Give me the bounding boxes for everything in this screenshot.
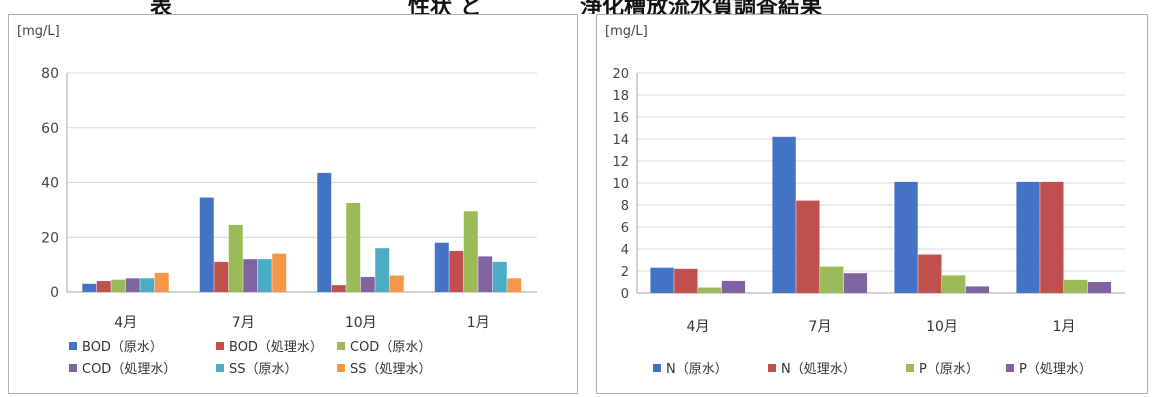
bar xyxy=(492,261,507,292)
y-tick-label: 0 xyxy=(621,287,629,302)
legend-swatch xyxy=(216,364,224,372)
bar xyxy=(463,211,478,292)
bar xyxy=(82,283,97,292)
y-tick-label: 8 xyxy=(621,199,629,214)
bar xyxy=(843,273,868,293)
x-tick-label: 7月 xyxy=(232,315,255,331)
bar xyxy=(820,266,844,293)
bar xyxy=(243,259,258,292)
legend-label: N（処理水） xyxy=(781,362,856,377)
bod-cod-ss-chart: [mg/L] 0 20 40 60 80 4月 7月 10月 1月 BOD（原水） BOD（処理水） C… xyxy=(17,24,537,377)
bar xyxy=(674,268,698,293)
x-tick-label: 7月 xyxy=(809,319,832,335)
y-tick-label: 10 xyxy=(612,177,629,192)
y-tick-label: 40 xyxy=(41,176,59,192)
bar xyxy=(721,280,746,293)
legend-swatch xyxy=(337,364,345,372)
x-tick-label: 10月 xyxy=(926,319,958,335)
bar xyxy=(965,286,990,293)
bar xyxy=(199,197,214,292)
bar xyxy=(257,259,272,292)
bar xyxy=(1087,282,1112,293)
y-tick-label: 14 xyxy=(612,133,629,148)
bar xyxy=(1040,181,1064,293)
bar xyxy=(272,253,287,292)
y-tick-label: 18 xyxy=(612,89,629,104)
y-tick-label: 16 xyxy=(612,111,629,126)
legend-label: P（原水） xyxy=(919,362,979,377)
x-tick-label: 4月 xyxy=(687,319,710,335)
legend-label: SS（処理水） xyxy=(350,362,432,377)
bar xyxy=(346,203,361,292)
bar xyxy=(317,172,332,292)
y-tick-label: 60 xyxy=(41,121,59,137)
legend-label: P（処理水） xyxy=(1019,362,1092,377)
bar xyxy=(96,281,111,292)
bar xyxy=(918,254,942,293)
nitrogen-phosphorus-chart-panel: [mg/L] 0 2 4 6 8 10 12 14 16 18 20 4月 7月 10月 1月 N（原水） N（処… xyxy=(596,14,1148,394)
y-axis-label: [mg/L] xyxy=(605,24,648,39)
bar xyxy=(478,256,493,292)
legend-label: N（原水） xyxy=(666,362,728,377)
legend-swatch xyxy=(69,342,77,350)
x-tick-label: 1月 xyxy=(1053,319,1076,335)
bar xyxy=(125,278,140,292)
bar xyxy=(389,275,404,292)
x-tick-label: 4月 xyxy=(114,315,137,331)
legend-label: BOD（原水） xyxy=(82,340,163,355)
bar xyxy=(449,250,464,292)
bar xyxy=(140,278,155,292)
bar xyxy=(894,181,918,293)
y-tick-label: 12 xyxy=(612,155,629,170)
legend-swatch xyxy=(216,342,224,350)
nitrogen-phosphorus-chart: [mg/L] 0 2 4 6 8 10 12 14 16 18 20 4月 7月 10月 1月 N（原水） N（処… xyxy=(605,24,1125,377)
bar xyxy=(1016,181,1040,293)
legend-label: BOD（処理水） xyxy=(229,340,323,355)
x-tick-label: 1月 xyxy=(467,315,490,331)
page-header-strip: 表 性状 と 浄化槽放流水質調査結果 xyxy=(0,0,1166,14)
bar xyxy=(214,261,229,292)
y-tick-label: 2 xyxy=(621,265,629,280)
page-header-left: 表 xyxy=(150,0,173,14)
bar xyxy=(331,285,346,292)
legend-label: COD（原水） xyxy=(350,340,431,355)
y-tick-label: 6 xyxy=(621,221,629,236)
legend-swatch xyxy=(768,364,776,372)
bar xyxy=(228,224,243,292)
y-tick-label: 0 xyxy=(50,285,59,301)
bod-cod-ss-chart-panel: [mg/L] 0 20 40 60 80 4月 7月 10月 1月 BOD（原水） BOD（処理水） C… xyxy=(8,14,578,394)
legend-label: SS（原水） xyxy=(229,362,298,377)
y-axis-label: [mg/L] xyxy=(17,24,60,39)
y-tick-label: 80 xyxy=(41,66,59,82)
bar xyxy=(434,242,449,292)
legend-swatch xyxy=(69,364,77,372)
bar xyxy=(375,248,390,292)
y-tick-label: 20 xyxy=(612,67,629,82)
bar xyxy=(698,287,722,293)
bar xyxy=(111,279,126,292)
bar xyxy=(650,267,674,293)
page-header-middle: 性状 と xyxy=(408,0,482,14)
legend-swatch xyxy=(1006,364,1014,372)
legend-swatch xyxy=(906,364,914,372)
bar xyxy=(772,136,796,293)
x-tick-label: 10月 xyxy=(345,315,377,331)
bar xyxy=(1064,279,1088,293)
bar xyxy=(360,276,375,292)
legend-label: COD（処理水） xyxy=(82,362,176,377)
page-header-right: 浄化槽放流水質調査結果 xyxy=(580,0,823,14)
bar xyxy=(796,200,820,293)
legend-swatch xyxy=(337,342,345,350)
bar xyxy=(507,278,522,292)
bar xyxy=(154,272,169,292)
y-tick-label: 4 xyxy=(621,243,629,258)
legend-swatch xyxy=(653,364,661,372)
y-tick-label: 20 xyxy=(41,230,59,246)
bar xyxy=(942,275,966,293)
